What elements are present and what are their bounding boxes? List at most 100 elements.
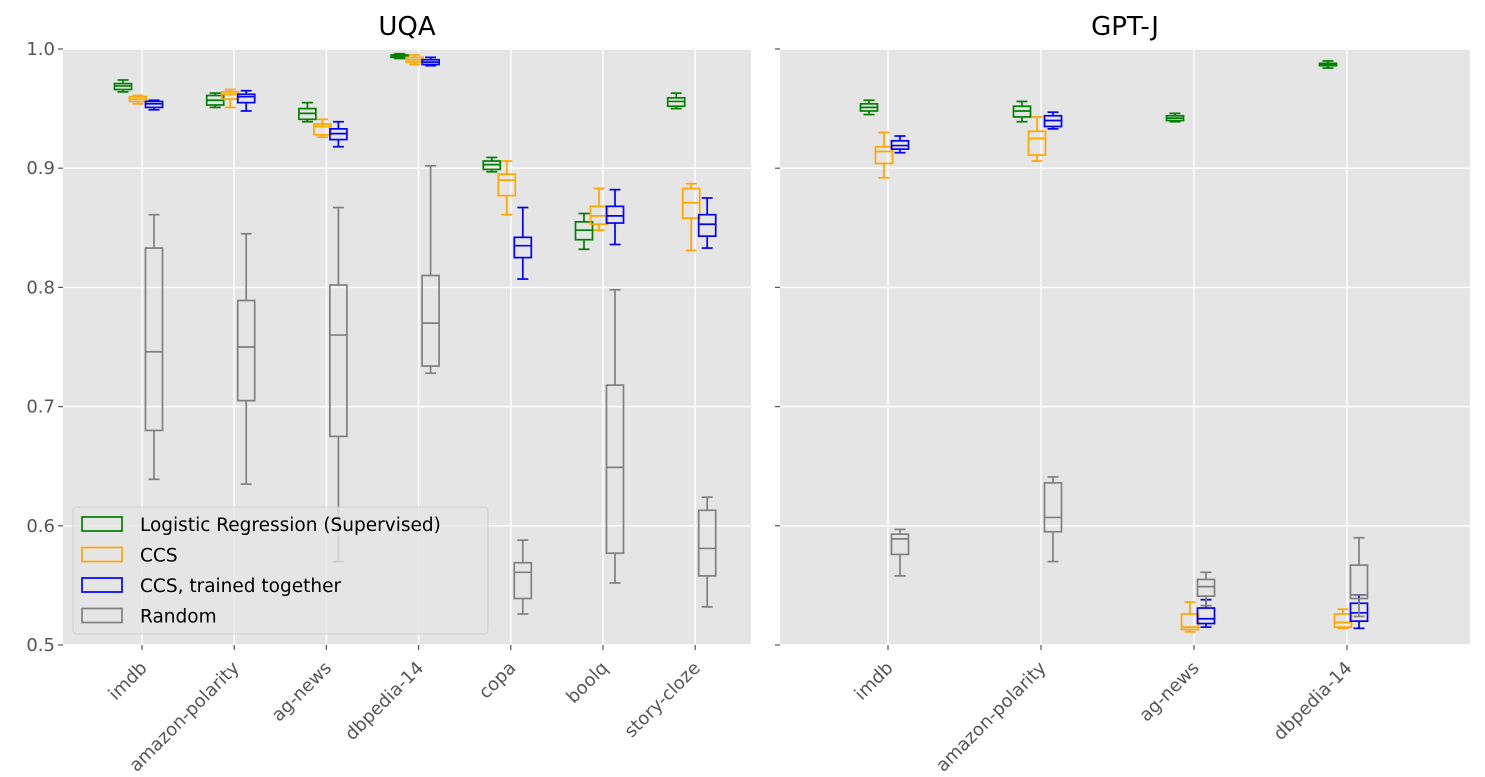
x-tick-label-story-cloze: story-cloze	[621, 658, 705, 742]
box-ccs-copa	[497, 160, 517, 216]
panel-title: GPT-J	[1091, 12, 1159, 42]
iqr-box	[1349, 564, 1369, 600]
iqr-box	[1196, 578, 1216, 597]
box-ccs-dbpedia-14	[405, 54, 424, 66]
iqr-box	[605, 384, 625, 555]
series-ccs	[128, 54, 701, 252]
iqr-box	[1180, 613, 1200, 631]
iqr-box	[497, 173, 517, 197]
box-ccs-story-cloze	[681, 182, 701, 252]
panel-title: UQA	[378, 12, 435, 42]
x-tick-label-boolq: boolq	[562, 658, 612, 708]
box-ccs-trained-together-amazon-polarity	[1043, 111, 1063, 130]
x-tick-label-dbpedia-14: dbpedia-14	[1269, 658, 1356, 745]
box-logistic-regression-supervised-ag-news	[298, 101, 317, 123]
box-random-dbpedia-14	[421, 164, 440, 375]
box-ccs-amazon-polarity	[1027, 116, 1047, 162]
legend-entry-logistic-regression-supervised: Logistic Regression (Supervised)	[81, 515, 441, 536]
box-ccs-trained-together-copa	[513, 206, 533, 280]
series-logistic-regression-supervised	[113, 52, 686, 251]
box-logistic-regression-supervised-amazon-polarity	[205, 92, 225, 109]
box-random-boolq	[605, 288, 625, 584]
box-random-copa	[513, 539, 533, 615]
y-tick-label: 1.0	[26, 39, 55, 60]
box-random-imdb	[890, 528, 910, 577]
box-ccs-dbpedia-14	[1333, 608, 1353, 630]
box-logistic-regression-supervised-imdb	[859, 99, 879, 116]
box-random-story-cloze	[697, 496, 717, 608]
series-ccs-trained-together	[144, 56, 717, 280]
x-tick-label-ag-news: ag-news	[1135, 658, 1203, 726]
y-tick-label: 0.5	[26, 635, 55, 656]
x-tick-label-imdb: imdb	[851, 658, 898, 705]
iqr-box	[329, 284, 348, 438]
box-ccs-ag-news	[1180, 601, 1200, 633]
box-random-amazon-polarity	[236, 232, 256, 485]
iqr-box	[421, 274, 440, 367]
box-random-amazon-polarity	[1043, 476, 1063, 563]
box-logistic-regression-supervised-copa	[482, 156, 502, 173]
legend-swatch	[81, 516, 123, 532]
legend-entry-ccs: CCS	[81, 546, 178, 567]
panel-gpt-j: imdb amazon-polarity ag-news dbpedia-14 GPT-…	[775, 12, 1470, 776]
box-ccs-trained-together-amazon-polarity	[236, 89, 256, 112]
box-ccs-trained-together-dbpedia-14	[421, 56, 440, 67]
box-random-imdb	[144, 213, 164, 481]
box-logistic-regression-supervised-story-cloze	[666, 92, 686, 110]
iqr-box	[697, 213, 717, 237]
y-tick-label: 0.7	[26, 397, 55, 418]
box-logistic-regression-supervised-imdb	[113, 79, 133, 93]
y-tick-label: 0.9	[26, 158, 55, 179]
iqr-box	[144, 247, 164, 432]
y-tick-label: 0.8	[26, 277, 55, 298]
box-logistic-regression-supervised-dbpedia-14	[390, 52, 409, 60]
box-ccs-trained-together-boolq	[605, 188, 625, 246]
legend: Logistic Regression (Supervised) CCS CCS, …	[72, 506, 489, 635]
iqr-box	[890, 533, 910, 556]
legend-swatch	[81, 607, 123, 624]
legend-label: CCS	[140, 546, 178, 567]
box-ccs-imdb	[874, 131, 894, 179]
iqr-box	[1043, 482, 1063, 533]
iqr-box	[1027, 130, 1047, 156]
iqr-box	[1196, 607, 1216, 625]
y-tick-label: 0.6	[26, 516, 55, 537]
legend-entry-ccs-trained-together: CCS, trained together	[81, 576, 341, 597]
box-logistic-regression-supervised-amazon-polarity	[1012, 100, 1032, 123]
box-ccs-amazon-polarity	[220, 88, 240, 109]
box-random-ag-news	[1196, 571, 1216, 607]
legend-swatch	[81, 546, 123, 563]
x-tick-label-amazon-polarity: amazon-polarity	[932, 657, 1051, 776]
box-ccs-trained-together-story-cloze	[697, 197, 717, 249]
iqr-box	[874, 145, 894, 165]
box-ccs-trained-together-imdb	[890, 135, 910, 154]
x-tick-label-imdb: imdb	[105, 658, 152, 705]
series-random	[144, 164, 717, 615]
box-ccs-trained-together-ag-news	[329, 120, 348, 148]
legend-label: CCS, trained together	[140, 576, 341, 597]
series-ccs	[874, 116, 1353, 633]
iqr-box	[236, 299, 256, 402]
legend-entry-random: Random	[81, 607, 217, 628]
legend-label: Logistic Regression (Supervised)	[140, 515, 441, 536]
box-logistic-regression-supervised-ag-news	[1165, 112, 1185, 123]
iqr-box	[605, 205, 625, 224]
box-random-dbpedia-14	[1349, 536, 1369, 618]
iqr-box	[697, 509, 717, 577]
series-random	[890, 476, 1369, 618]
iqr-box	[513, 236, 533, 259]
series-logistic-regression-supervised	[859, 60, 1338, 123]
x-tick-label-dbpedia-14: dbpedia-14	[341, 658, 428, 745]
iqr-box	[236, 93, 256, 104]
legend-swatch	[81, 577, 123, 593]
legend-label: Random	[140, 607, 217, 628]
legend-frame	[72, 506, 489, 635]
box-logistic-regression-supervised-dbpedia-14	[1318, 60, 1338, 69]
x-tick-label-ag-news: ag-news	[268, 658, 336, 726]
box-ccs-trained-together-imdb	[144, 99, 164, 111]
box-ccs-imdb	[128, 94, 148, 105]
box-logistic-regression-supervised-boolq	[574, 212, 594, 251]
iqr-box	[513, 561, 533, 600]
